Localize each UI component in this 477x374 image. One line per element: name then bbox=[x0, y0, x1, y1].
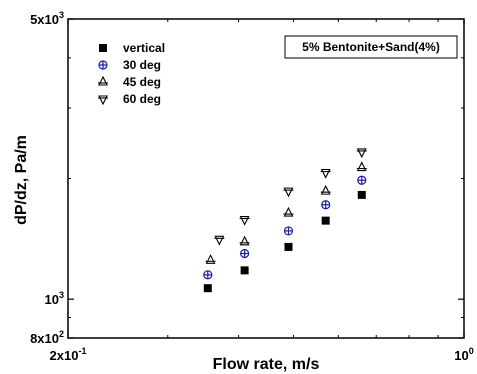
data-points bbox=[203, 148, 367, 293]
point-30-deg bbox=[203, 270, 213, 280]
legend-label-30-deg: 30 deg bbox=[123, 58, 161, 72]
point-vertical bbox=[284, 242, 293, 251]
y-axis-title: dP/dz, Pa/m bbox=[13, 135, 30, 225]
legend-marker-60-deg bbox=[98, 95, 108, 106]
point-vertical bbox=[203, 284, 212, 293]
point-60-deg bbox=[320, 168, 331, 179]
x-tick-label: 100 bbox=[454, 346, 473, 363]
point-45-deg bbox=[356, 161, 367, 172]
x-axis-title: Flow rate, m/s bbox=[213, 356, 320, 373]
point-30-deg bbox=[357, 175, 367, 185]
annotation-box: 5% Bentonite+Sand(4%) bbox=[284, 35, 458, 59]
point-60-deg bbox=[239, 215, 250, 226]
annotation-frame bbox=[284, 35, 458, 59]
legend-label-45-deg: 45 deg bbox=[123, 75, 161, 89]
legend: vertical 30 deg 45 deg 60 deg bbox=[98, 41, 165, 106]
annotation-text: 5% Bentonite+Sand(4%) bbox=[302, 40, 440, 54]
point-vertical bbox=[240, 266, 249, 275]
point-60-deg bbox=[214, 235, 225, 246]
point-vertical bbox=[321, 216, 330, 225]
y-tick-label: 103 bbox=[45, 290, 64, 307]
point-30-deg bbox=[321, 200, 331, 210]
point-30-deg bbox=[240, 248, 250, 259]
point-30-deg bbox=[283, 226, 294, 236]
legend-label-60-deg: 60 deg bbox=[123, 92, 161, 106]
y-tick-label: 5x103 bbox=[30, 10, 64, 27]
tick-labels: 2x10-1 100 8x102 103 5x103 bbox=[30, 10, 474, 363]
legend-label-vertical: vertical bbox=[123, 41, 165, 55]
point-60-deg bbox=[356, 148, 367, 159]
point-45-deg bbox=[283, 206, 294, 217]
point-45-deg bbox=[239, 235, 250, 246]
legend-marker-45-deg bbox=[98, 75, 108, 86]
point-45-deg bbox=[320, 184, 331, 195]
y-tick-label: 8x102 bbox=[30, 329, 64, 346]
legend-marker-30-deg bbox=[98, 60, 108, 70]
point-45-deg bbox=[205, 254, 216, 264]
axis-ticks bbox=[67, 18, 465, 339]
legend-marker-vertical bbox=[99, 44, 107, 52]
x-tick-label: 2x10-1 bbox=[50, 346, 87, 363]
point-vertical bbox=[357, 190, 366, 199]
point-60-deg bbox=[283, 187, 294, 198]
